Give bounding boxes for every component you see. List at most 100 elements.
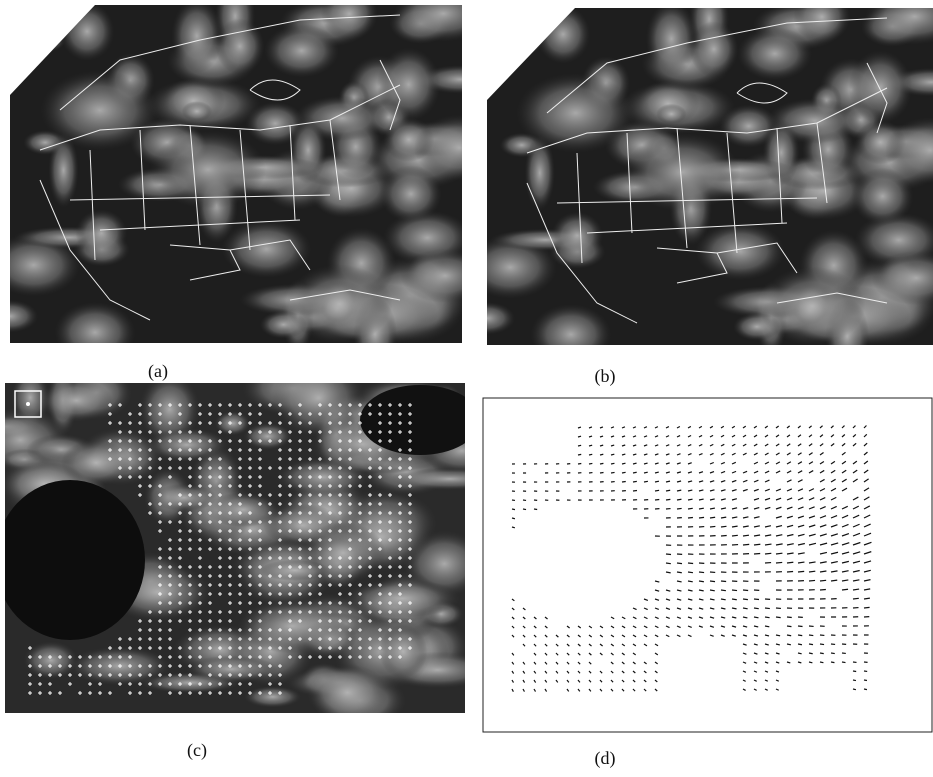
cloud — [272, 359, 366, 438]
motion-vector — [732, 526, 738, 527]
motion-vector — [578, 454, 581, 455]
motion-vector — [820, 662, 823, 663]
motion-vector — [787, 635, 791, 636]
motion-vector — [809, 571, 815, 572]
motion-vector — [611, 472, 615, 473]
motion-vector — [523, 509, 526, 510]
motion-vector — [754, 608, 759, 609]
cloud — [459, 302, 515, 335]
motion-vector — [578, 445, 581, 446]
motion-vector — [721, 581, 726, 582]
dark-region — [360, 385, 480, 455]
motion-vector — [842, 589, 848, 590]
motion-vector — [754, 544, 760, 545]
motion-vector — [710, 526, 715, 527]
motion-vector — [809, 580, 815, 581]
motion-vector — [677, 499, 681, 500]
motion-vector — [721, 535, 727, 536]
motion-vector — [677, 572, 682, 573]
motion-vector — [644, 481, 648, 482]
cloud — [646, 1, 697, 76]
cloud — [264, 24, 339, 77]
cloud — [695, 222, 785, 280]
motion-vector — [622, 481, 626, 482]
cloud — [151, 484, 217, 512]
motion-vector — [787, 562, 793, 563]
motion-vector — [512, 527, 515, 528]
motion-vector — [600, 445, 603, 446]
motion-vector — [754, 599, 759, 600]
motion-vector — [644, 472, 648, 473]
motion-vector — [699, 581, 704, 582]
vector-field-frame — [483, 398, 932, 732]
motion-vector — [666, 499, 670, 500]
motion-vector — [611, 463, 614, 464]
motion-vector — [798, 653, 802, 654]
motion-vector — [677, 563, 682, 564]
panel-label: (d) — [595, 748, 616, 769]
motion-vector — [710, 581, 715, 582]
motion-vector — [809, 635, 813, 636]
motion-vector — [853, 671, 856, 672]
cloud — [307, 664, 388, 721]
motion-vector — [710, 517, 715, 518]
cloud — [400, 249, 490, 303]
motion-vector — [820, 653, 824, 654]
motion-vector — [864, 598, 870, 599]
motion-vector — [743, 544, 749, 545]
cloud — [186, 655, 278, 682]
motion-vector — [655, 490, 659, 491]
motion-vector — [864, 689, 867, 690]
motion-vector — [534, 509, 537, 510]
motion-vector — [721, 599, 726, 600]
reference-dot — [26, 402, 30, 406]
motion-vector — [688, 508, 693, 509]
panel-label: (b) — [595, 366, 616, 387]
cloud — [40, 379, 113, 422]
motion-vector — [776, 562, 782, 563]
motion-vector — [677, 490, 681, 491]
motion-vector — [578, 436, 581, 437]
satellite-image-b — [459, 0, 933, 374]
motion-vector — [666, 563, 671, 564]
motion-vector — [798, 644, 802, 645]
motion-vector — [688, 572, 693, 573]
motion-vector — [633, 463, 637, 464]
motion-vector — [743, 599, 748, 600]
motion-vector — [688, 499, 693, 500]
motion-vector — [820, 644, 824, 645]
motion-vector — [688, 517, 693, 518]
motion-vector — [853, 680, 856, 681]
motion-vector — [809, 644, 813, 645]
motion-vector — [853, 689, 856, 690]
motion-vector — [699, 517, 704, 518]
motion-vector — [589, 454, 592, 455]
motion-vector — [699, 572, 704, 573]
motion-vector — [633, 472, 637, 473]
motion-vector — [589, 445, 592, 446]
cloud — [551, 212, 603, 259]
dark-region — [0, 480, 145, 640]
figure: (a) (b) (c) (d) — [0, 0, 933, 777]
satellite-image-c — [0, 359, 510, 729]
motion-vector — [611, 454, 614, 455]
motion-vector — [512, 509, 515, 510]
motion-vector — [776, 617, 781, 618]
motion-vector — [853, 598, 859, 599]
cloud — [504, 34, 542, 55]
motion-vector — [765, 553, 771, 554]
motion-vector — [776, 635, 780, 636]
cloud — [656, 104, 686, 124]
motion-vector — [732, 535, 738, 536]
motion-vector — [809, 653, 813, 654]
motion-vector — [732, 599, 737, 600]
motion-vector — [622, 472, 626, 473]
motion-vector — [633, 481, 637, 482]
panel-label: (a) — [148, 361, 168, 382]
motion-vector — [864, 607, 870, 608]
cloud — [737, 27, 812, 80]
motion-vector — [765, 608, 770, 609]
cloud — [286, 264, 392, 343]
motion-vector — [622, 463, 625, 464]
motion-vector — [666, 554, 671, 555]
